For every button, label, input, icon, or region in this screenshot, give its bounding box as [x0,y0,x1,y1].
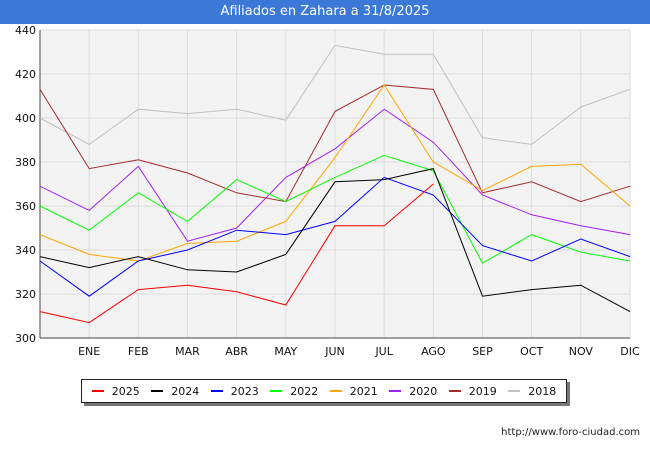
x-tick-label: ENE [78,345,100,358]
y-tick-label: 320 [15,288,36,301]
legend-item-2022: 2022 [270,385,318,398]
legend-swatch [270,390,283,392]
x-tick-label: SEP [472,345,493,358]
legend-item-2020: 2020 [389,385,437,398]
legend-label: 2022 [290,384,319,398]
legend-label: 2021 [349,384,378,398]
series-line-2023 [39,176,631,297]
series-line-2022 [39,154,631,264]
legend-item-2025: 2025 [91,384,140,398]
series-line-2019 [39,84,631,203]
legend-swatch [448,390,461,392]
x-tick-label: NOV [569,345,594,358]
legend-item-2021: 2021 [329,384,378,398]
x-tick-label: MAR [175,345,200,358]
x-tick-label: JUL [374,345,393,358]
legend-swatch [210,390,223,392]
x-tick-label: ABR [225,345,248,358]
legend-item-2023: 2023 [210,384,259,398]
chart-title: Afiliados en Zahara a 31/8/2025 [220,4,430,19]
legend-item-2018: 2018 [508,385,556,398]
x-tick-label: DIC [620,345,640,358]
source-credit: http://www.foro-ciudad.com [501,427,640,438]
legend-swatch [508,390,521,392]
series-line-2020 [39,108,631,242]
y-tick-label: 380 [15,156,36,169]
y-tick-label: 300 [15,332,36,345]
legend-swatch [329,390,342,392]
legend-item-2024: 2024 [151,385,199,398]
x-tick-label: OCT [520,345,543,358]
y-tick-label: 420 [15,68,36,81]
legend-label: 2025 [111,384,140,398]
series-line-2025 [39,183,434,324]
series-line-2024 [39,168,631,313]
legend-label: 2018 [528,384,557,398]
x-tick-label: MAY [274,345,297,358]
y-tick-label: 360 [15,200,36,213]
title-bar [0,0,650,24]
legend-label: 2020 [409,384,438,398]
legend-label: 2023 [230,384,259,398]
x-tick-label: JUN [324,345,345,358]
legend-item-2019: 2019 [448,384,497,398]
legend-swatch [91,390,104,392]
legend-swatch [389,390,402,392]
series-line-2018 [39,44,631,145]
legend-label: 2024 [171,384,200,398]
y-tick-label: 440 [15,24,36,37]
legend: 2025 2024 2023 2022 2021 2020 2019 2018 [81,379,567,403]
legend-label: 2019 [468,384,497,398]
x-tick-label: AGO [421,345,446,358]
y-tick-label: 340 [15,244,36,257]
y-tick-label: 400 [15,112,36,125]
legend-swatch [151,390,164,392]
x-tick-label: FEB [128,345,149,358]
